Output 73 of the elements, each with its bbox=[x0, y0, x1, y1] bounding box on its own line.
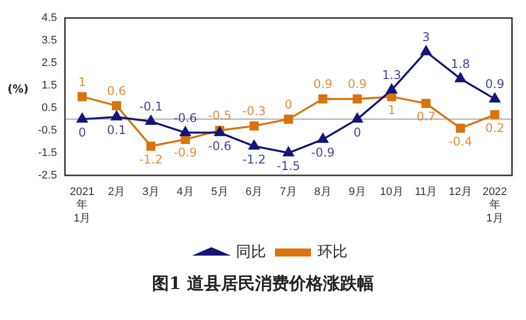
point bbox=[490, 110, 500, 120]
point bbox=[318, 94, 328, 104]
point bbox=[76, 113, 88, 123]
data-label: -0.5 bbox=[208, 108, 232, 123]
legend-label: 环比 bbox=[318, 244, 348, 261]
data-label: -0.9 bbox=[174, 146, 198, 160]
x-tick-label: 2021年1月 bbox=[70, 186, 94, 224]
data-label: -0.9 bbox=[311, 146, 335, 160]
x-tick-label: 2月 bbox=[108, 186, 126, 198]
data-label: -0.6 bbox=[174, 110, 198, 125]
point bbox=[420, 46, 432, 56]
data-label: 0.6 bbox=[106, 84, 126, 98]
data-label: 0.7 bbox=[416, 110, 436, 124]
point bbox=[489, 92, 500, 102]
point bbox=[111, 110, 122, 120]
data-label: 0.1 bbox=[106, 123, 126, 138]
point bbox=[386, 84, 397, 94]
x-tick-label: 6月 bbox=[246, 186, 263, 198]
data-label: -1.2 bbox=[242, 152, 266, 166]
x-tick-label: 5月 bbox=[211, 186, 228, 198]
point bbox=[284, 114, 294, 124]
text: 图1 道县居民消费价格涨跌幅 bbox=[151, 273, 375, 295]
data-label: 1.3 bbox=[382, 68, 402, 82]
point bbox=[146, 115, 156, 125]
point bbox=[78, 92, 87, 102]
data-label: -0.6 bbox=[208, 138, 232, 153]
data-label: 1.8 bbox=[450, 56, 470, 71]
x-tick-label: 12月 bbox=[448, 186, 472, 198]
point bbox=[180, 126, 191, 136]
x-tick-label: 3月 bbox=[142, 186, 160, 198]
data-label: 0.9 bbox=[485, 77, 504, 92]
data-label: -1.5 bbox=[276, 159, 300, 174]
y-axis-title: (%) bbox=[7, 82, 29, 96]
y-tick-label: 4.5 bbox=[42, 12, 57, 24]
data-label: -0.4 bbox=[448, 134, 472, 148]
point bbox=[455, 72, 466, 82]
data-label: 0.9 bbox=[348, 77, 367, 92]
point bbox=[352, 94, 362, 104]
point bbox=[250, 121, 259, 130]
point bbox=[421, 98, 431, 108]
x-tick-label: 10月 bbox=[380, 186, 404, 198]
data-label: 0.9 bbox=[313, 77, 332, 92]
y-tick-label: 1.5 bbox=[42, 79, 57, 92]
x-tick-label: 2022年1月 bbox=[482, 186, 508, 224]
y-tick-label: -1.5 bbox=[38, 146, 57, 159]
data-label: 1 bbox=[78, 74, 86, 89]
point bbox=[248, 140, 260, 150]
x-tick-label: 9月 bbox=[348, 186, 366, 198]
data-label: -0.3 bbox=[242, 104, 266, 118]
data-label: 0 bbox=[353, 125, 362, 140]
point bbox=[146, 142, 156, 151]
data-label: -0.1 bbox=[139, 100, 163, 114]
point bbox=[352, 113, 363, 123]
y-tick-label: 3.5 bbox=[42, 34, 57, 47]
data-label: -1.2 bbox=[139, 152, 163, 166]
legend-label: 同比 bbox=[236, 244, 266, 261]
data-label: 3 bbox=[422, 30, 430, 44]
y-tick-label: 0.5 bbox=[42, 102, 57, 114]
data-label: 1 bbox=[388, 102, 396, 117]
y-tick-label: -0.5 bbox=[38, 124, 57, 136]
x-tick-label: 11月 bbox=[414, 186, 438, 198]
point bbox=[318, 133, 328, 143]
data-label: 0 bbox=[284, 97, 292, 112]
x-tick-label: 7月 bbox=[280, 186, 298, 198]
point bbox=[456, 124, 465, 133]
point bbox=[283, 146, 294, 156]
data-label: 0.2 bbox=[485, 120, 504, 135]
data-label: 0 bbox=[78, 125, 86, 140]
x-tick-label: 8月 bbox=[314, 186, 332, 198]
x-tick-label: 4月 bbox=[176, 186, 194, 198]
y-tick-label: -2.5 bbox=[38, 169, 57, 182]
point bbox=[112, 101, 122, 110]
y-tick-label: 2.5 bbox=[42, 57, 57, 70]
